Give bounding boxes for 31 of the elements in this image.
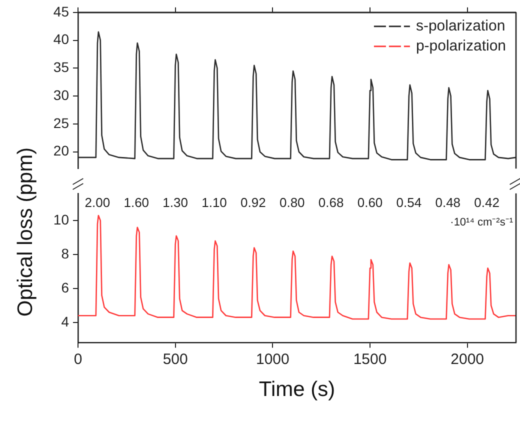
y-tick-label: 6 — [61, 279, 70, 296]
y-tick-label: 10 — [53, 211, 70, 228]
y-tick-label: 30 — [53, 86, 70, 103]
x-tick-label: 1500 — [353, 350, 387, 368]
annotation: 1.60 — [124, 194, 150, 210]
x-tick-label: 2000 — [450, 350, 484, 368]
y-tick-label: 20 — [53, 142, 70, 159]
annotation: 0.92 — [240, 194, 266, 210]
y-tick-label: 4 — [61, 313, 70, 330]
annotation: 1.30 — [162, 194, 188, 210]
annotation: 0.54 — [396, 194, 422, 210]
y-tick-label: 45 — [53, 3, 70, 20]
annotation: 0.48 — [435, 194, 461, 210]
y-axis-title: Optical loss (ppm) — [14, 147, 38, 317]
annotation: 0.68 — [318, 194, 344, 210]
x-tick-label: 1000 — [256, 350, 290, 368]
annotation: 2.00 — [84, 194, 110, 210]
y-tick-label: 8 — [61, 245, 70, 262]
text: p-polarization — [416, 38, 506, 55]
annotation: 0.80 — [279, 194, 305, 210]
annotation: 0.60 — [357, 194, 383, 210]
annotation: 0.42 — [474, 194, 500, 210]
y-tick-label: 35 — [53, 59, 70, 76]
x-tick-label: 0 — [74, 350, 82, 368]
y-tick-label: 40 — [53, 31, 70, 48]
annotation: 1.10 — [202, 194, 227, 210]
y-tick-label: 25 — [53, 114, 70, 131]
annotation: ·10¹⁴ cm⁻²s⁻¹ — [450, 216, 514, 228]
x-tick-label: 500 — [162, 350, 188, 368]
x-axis-title: Time (s) — [258, 378, 336, 402]
legend-label: s-polarization — [416, 18, 506, 35]
